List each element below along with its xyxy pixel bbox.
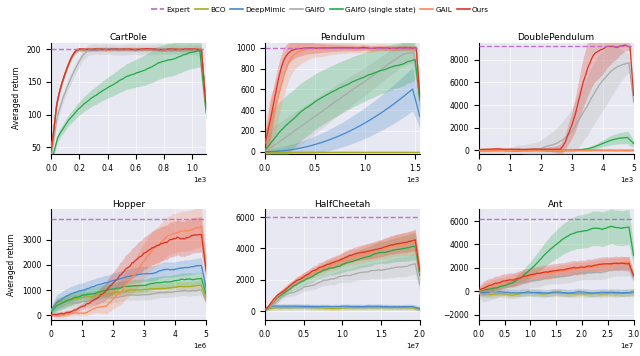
Title: DoublePendulum: DoublePendulum <box>518 33 595 42</box>
Title: Hopper: Hopper <box>112 200 145 209</box>
Title: Ant: Ant <box>548 200 564 209</box>
Y-axis label: Averaged return: Averaged return <box>8 234 17 296</box>
Title: HalfCheetah: HalfCheetah <box>314 200 371 209</box>
Title: Pendulum: Pendulum <box>320 33 365 42</box>
Y-axis label: Averaged return: Averaged return <box>12 67 21 130</box>
Legend: Expert, BCO, DeepMimic, GAIfO, GAIfO (single state), GAIL, Ours: Expert, BCO, DeepMimic, GAIfO, GAIfO (si… <box>148 4 492 16</box>
Title: CartPole: CartPole <box>109 33 148 42</box>
